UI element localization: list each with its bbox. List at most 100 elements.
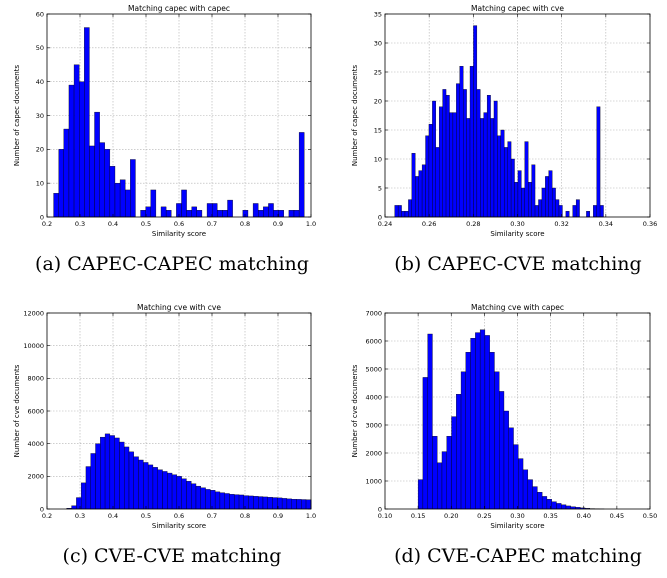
histogram-bar	[548, 170, 553, 218]
histogram-bar	[133, 456, 139, 510]
histogram-bar	[459, 66, 464, 218]
y-tick-label: 60	[36, 10, 44, 18]
histogram-bar	[211, 203, 218, 218]
histogram-bar	[445, 95, 450, 218]
histogram-bar	[130, 159, 136, 218]
histogram-bar	[462, 89, 467, 218]
histogram-bar	[210, 490, 216, 510]
histogram-bar	[537, 492, 543, 510]
histogram-bar	[593, 205, 597, 218]
histogram-bar	[63, 128, 70, 218]
histogram-bar	[401, 211, 406, 218]
histogram-bar	[143, 462, 149, 510]
histogram-bar	[456, 83, 460, 218]
histogram-bar	[79, 81, 85, 218]
histogram-bar	[428, 124, 433, 218]
histogram-bar	[128, 451, 134, 510]
histogram-bar	[205, 489, 211, 510]
histogram-bar	[521, 187, 525, 218]
histogram-bar	[94, 111, 100, 218]
histogram-bar	[494, 371, 500, 510]
histogram-bar	[248, 495, 254, 510]
histogram-bar	[507, 141, 512, 218]
histogram-bar	[288, 210, 295, 218]
histogram-bar	[80, 482, 87, 510]
y-tick-label: 20	[36, 146, 44, 154]
histogram-bar	[162, 471, 168, 510]
histogram-bar	[296, 499, 302, 510]
x-tick-label: 0.3	[75, 220, 85, 228]
figure-caption: (d) CVE-CAPEC matching	[394, 545, 642, 567]
y-tick-label: 8000	[27, 375, 44, 383]
x-tick-label: 0.15	[411, 512, 425, 520]
y-tick-label: 4000	[27, 440, 44, 448]
histogram-bar	[84, 27, 90, 218]
x-tick-label: 0.20	[444, 512, 458, 520]
chart-title: Matching cve with cve	[137, 303, 221, 312]
x-tick-label: 0.7	[207, 512, 217, 520]
histogram-bar	[119, 441, 125, 510]
histogram-bar	[422, 377, 428, 510]
histogram-bar	[490, 118, 495, 218]
histogram-bar	[200, 487, 206, 510]
histogram-bar	[217, 210, 223, 218]
x-tick-label: 0.45	[610, 512, 624, 520]
histogram-bar	[439, 106, 443, 218]
y-tick-label: 0	[378, 213, 382, 221]
y-axis-label: Number of cve documents	[351, 364, 359, 457]
y-tick-label: 50	[36, 44, 44, 52]
chart-panel-1: 0.2 0.3 0.4 0.5 0.6 0.7 0.8 0.9 1.0 0 10 20 30 40 50 60…	[13, 4, 316, 275]
histogram-bar	[267, 497, 273, 510]
histogram-bar	[441, 451, 447, 510]
histogram-bar	[242, 210, 249, 218]
histogram-bar	[263, 206, 269, 218]
histogram-bar	[514, 182, 519, 218]
y-tick-label: 0	[378, 505, 382, 513]
y-tick-label: 15	[374, 126, 382, 134]
figure-caption: (a) CAPEC-CAPEC matching	[35, 253, 309, 275]
histogram-bar	[73, 64, 80, 218]
y-tick-label: 0	[40, 213, 44, 221]
histogram-bar	[522, 469, 529, 510]
x-tick-label: 0.2	[42, 220, 52, 228]
histogram-bar	[528, 182, 532, 218]
histogram-bar	[293, 210, 300, 218]
histogram-bar	[253, 496, 259, 510]
histogram-bar	[541, 496, 548, 510]
histogram-bar	[565, 211, 570, 218]
histogram-bar	[546, 499, 552, 510]
histogram-bar	[499, 391, 505, 510]
y-tick-label: 10	[374, 155, 382, 163]
histogram-bar	[227, 199, 233, 218]
histogram-bar	[446, 436, 452, 510]
x-tick-label: 0.8	[240, 512, 250, 520]
histogram-bar	[508, 427, 514, 510]
histogram-bar	[286, 498, 292, 510]
histogram-bar	[452, 112, 457, 218]
chart-panel-2: 0.24 0.26 0.28 0.30 0.32 0.34 0.36 0 5 10 15 20 25 30…	[351, 4, 657, 275]
histogram-bar	[493, 100, 498, 218]
histogram-bar	[545, 176, 549, 218]
histogram-bar	[421, 164, 426, 218]
y-tick-label: 4000	[365, 393, 382, 401]
histogram-bar	[425, 135, 430, 218]
histogram-bar	[206, 203, 213, 218]
histogram-bar	[76, 497, 82, 510]
y-tick-label: 2000	[365, 449, 382, 457]
histogram-bar	[160, 206, 167, 218]
histogram-bar	[109, 435, 115, 510]
histogram-bar	[599, 205, 604, 218]
x-tick-label: 0.9	[273, 220, 283, 228]
histogram-bar	[157, 469, 163, 510]
y-tick-label: 10000	[23, 342, 44, 350]
histogram-bar	[222, 210, 228, 218]
histogram-bar	[561, 504, 567, 510]
x-tick-label: 0.5	[141, 512, 151, 520]
histogram-bar	[469, 66, 474, 218]
histogram-bar	[479, 329, 486, 510]
histogram-bar	[195, 485, 201, 510]
histogram-bar	[176, 476, 182, 510]
histogram-bar	[140, 210, 146, 218]
histogram-bar	[556, 503, 562, 510]
